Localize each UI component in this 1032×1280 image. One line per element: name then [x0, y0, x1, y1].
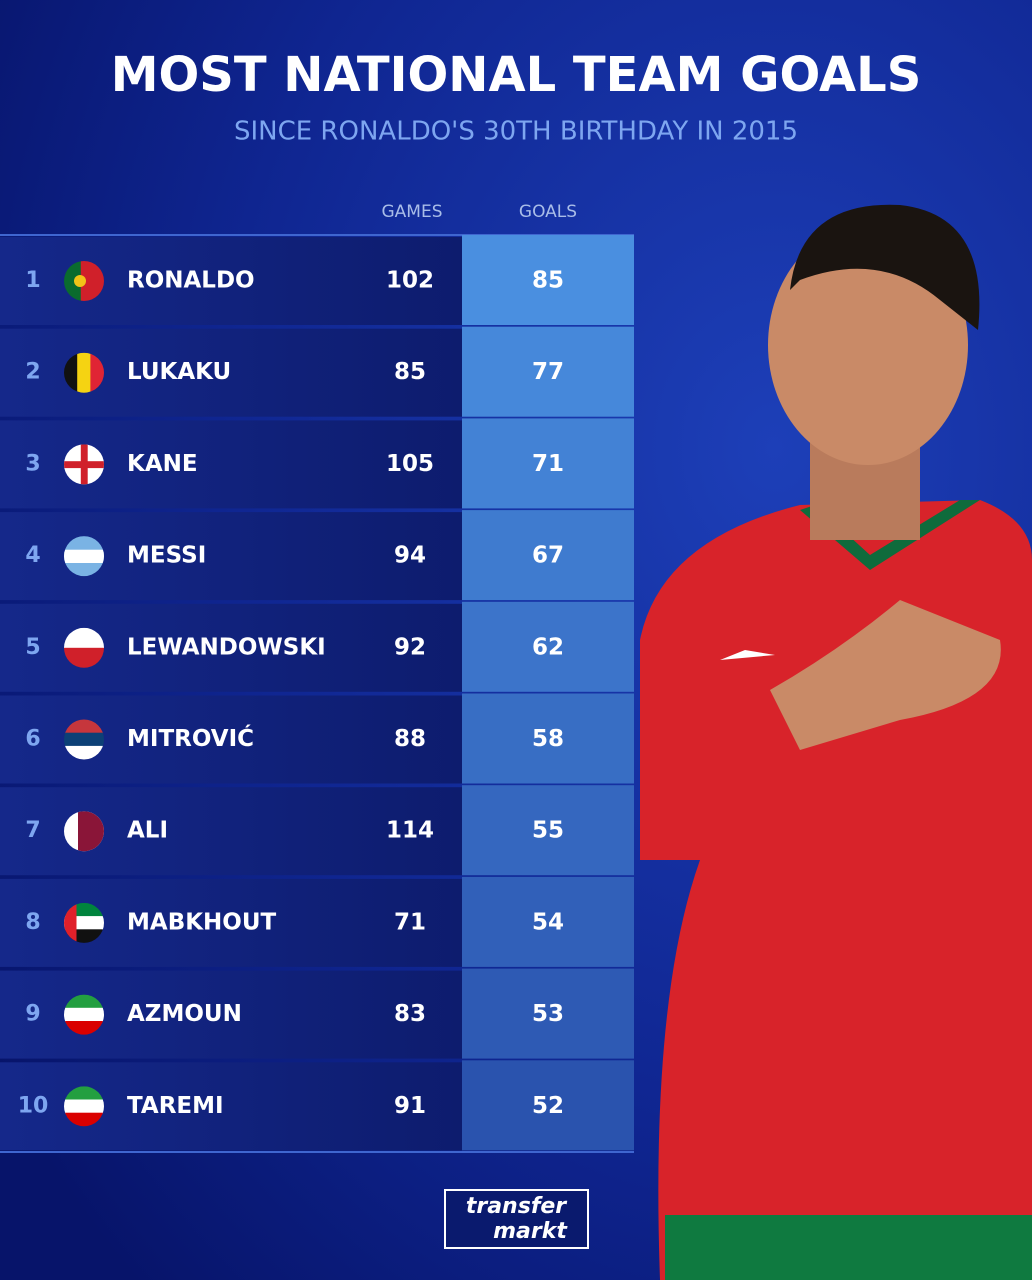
logo-text: transfer — [466, 1194, 567, 1219]
flag-part — [64, 994, 104, 1009]
subtitle: SINCE RONALDO'S 30TH BIRTHDAY IN 2015 — [234, 117, 798, 147]
games: 85 — [394, 359, 426, 385]
flag-part — [64, 1021, 104, 1035]
games: 91 — [394, 1093, 426, 1119]
goals-cell — [462, 326, 634, 417]
flag-part — [64, 352, 79, 393]
games: 94 — [394, 543, 426, 569]
games: 88 — [394, 726, 426, 752]
title: MOST NATIONAL TEAM GOALS — [111, 47, 922, 103]
goals-cell — [462, 785, 634, 876]
flag-part — [64, 1086, 104, 1101]
goals-cell — [462, 968, 634, 1059]
goals: 85 — [532, 268, 564, 294]
player-name: TAREMI — [127, 1093, 224, 1119]
player-name: MITROVIĆ — [127, 724, 254, 752]
player-name: MESSI — [127, 543, 206, 569]
rank: 8 — [25, 910, 40, 935]
rank: 7 — [25, 818, 40, 843]
goals: 62 — [532, 634, 564, 660]
games: 105 — [386, 451, 434, 477]
rank: 1 — [25, 268, 40, 293]
flag — [64, 719, 104, 760]
rank: 10 — [18, 1093, 49, 1118]
flag — [64, 994, 104, 1035]
goals: 58 — [532, 726, 564, 752]
flag-part — [64, 902, 77, 943]
player-name: KANE — [127, 451, 198, 477]
games: 102 — [386, 268, 434, 294]
rank: 5 — [25, 635, 40, 660]
flag-part — [64, 261, 82, 301]
flag-part — [77, 352, 92, 393]
goals: 55 — [532, 818, 564, 844]
flag-part — [80, 261, 104, 301]
goals-cell — [462, 510, 634, 601]
flag-part — [64, 627, 104, 649]
goals-cell — [462, 693, 634, 784]
player-name: MABKHOUT — [127, 909, 277, 935]
flag-part — [64, 1007, 104, 1022]
rank: 6 — [25, 727, 40, 752]
player-name: LEWANDOWSKI — [127, 634, 326, 660]
games: 71 — [394, 909, 426, 935]
logo: transfer markt — [444, 1189, 589, 1249]
flag — [64, 902, 104, 943]
player-name: LUKAKU — [127, 359, 231, 385]
flag — [64, 261, 104, 301]
goals-cell — [462, 235, 634, 325]
player-name: AZMOUN — [127, 1001, 242, 1027]
rank: 3 — [25, 451, 40, 476]
flag-part — [74, 275, 86, 287]
flag-part — [64, 732, 104, 747]
goals: 54 — [532, 909, 564, 935]
rank: 2 — [25, 360, 40, 385]
games: 92 — [394, 634, 426, 660]
flag-part — [64, 461, 104, 469]
goals-cell — [462, 601, 634, 692]
goals: 67 — [532, 543, 564, 569]
flag-part — [64, 549, 104, 563]
flag — [64, 1086, 104, 1127]
goals: 77 — [532, 359, 564, 385]
flag-part — [64, 1112, 104, 1127]
player-name: ALI — [127, 818, 168, 844]
flag-part — [64, 1099, 104, 1114]
flag-part — [90, 352, 104, 393]
flag — [64, 536, 104, 577]
flag — [64, 444, 104, 485]
flag — [64, 627, 104, 668]
logo-text: markt — [493, 1219, 568, 1244]
rank: 4 — [25, 543, 40, 568]
goals: 52 — [532, 1093, 564, 1119]
goals: 53 — [532, 1001, 564, 1027]
player-name: RONALDO — [127, 268, 255, 294]
goals-cell — [462, 418, 634, 509]
column-header: GOALS — [519, 202, 577, 222]
games: 114 — [386, 818, 434, 844]
player-photo — [640, 204, 1032, 1280]
goals-cell — [462, 1060, 634, 1151]
games: 83 — [394, 1001, 426, 1027]
rank: 9 — [25, 1002, 40, 1027]
goals-cell — [462, 876, 634, 967]
flag-part — [64, 719, 104, 734]
column-header: GAMES — [381, 202, 442, 222]
flag-part — [64, 647, 104, 668]
flag — [64, 352, 104, 393]
goals: 71 — [532, 451, 564, 477]
flag-part — [64, 745, 104, 760]
